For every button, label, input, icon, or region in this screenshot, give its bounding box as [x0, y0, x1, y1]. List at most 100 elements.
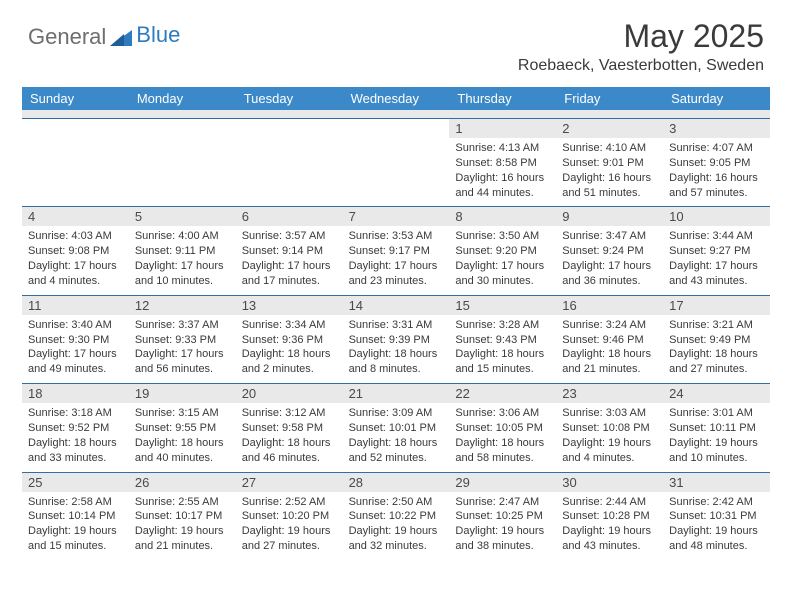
daylight-text: Daylight: 17 hours and 36 minutes. [562, 259, 657, 289]
dow-sat: Saturday [663, 87, 770, 110]
daylight-text: Daylight: 19 hours and 48 minutes. [669, 524, 764, 554]
day-info: Sunrise: 2:52 AMSunset: 10:20 PMDaylight… [242, 495, 337, 554]
day-cell [129, 119, 236, 206]
day-cell [343, 119, 450, 206]
day-number: 23 [556, 384, 663, 403]
sunrise-text: Sunrise: 3:18 AM [28, 406, 123, 421]
day-number: 28 [343, 473, 450, 492]
day-cell: 12Sunrise: 3:37 AMSunset: 9:33 PMDayligh… [129, 296, 236, 383]
daylight-text: Daylight: 18 hours and 27 minutes. [669, 347, 764, 377]
day-info: Sunrise: 2:50 AMSunset: 10:22 PMDaylight… [349, 495, 444, 554]
day-info: Sunrise: 4:13 AMSunset: 8:58 PMDaylight:… [455, 141, 550, 200]
sunrise-text: Sunrise: 3:37 AM [135, 318, 230, 333]
day-cell: 27Sunrise: 2:52 AMSunset: 10:20 PMDaylig… [236, 473, 343, 560]
sunrise-text: Sunrise: 4:03 AM [28, 229, 123, 244]
day-cell: 7Sunrise: 3:53 AMSunset: 9:17 PMDaylight… [343, 207, 450, 294]
day-cell: 29Sunrise: 2:47 AMSunset: 10:25 PMDaylig… [449, 473, 556, 560]
sunrise-text: Sunrise: 4:00 AM [135, 229, 230, 244]
dow-mon: Monday [129, 87, 236, 110]
day-cell: 30Sunrise: 2:44 AMSunset: 10:28 PMDaylig… [556, 473, 663, 560]
day-number: 24 [663, 384, 770, 403]
sunset-text: Sunset: 9:49 PM [669, 333, 764, 348]
day-number: 3 [663, 119, 770, 138]
daylight-text: Daylight: 18 hours and 40 minutes. [135, 436, 230, 466]
daylight-text: Daylight: 18 hours and 15 minutes. [455, 347, 550, 377]
week-row: 25Sunrise: 2:58 AMSunset: 10:14 PMDaylig… [22, 472, 770, 560]
sunrise-text: Sunrise: 3:47 AM [562, 229, 657, 244]
day-of-week-header: Sunday Monday Tuesday Wednesday Thursday… [22, 87, 770, 110]
sunrise-text: Sunrise: 3:50 AM [455, 229, 550, 244]
daylight-text: Daylight: 17 hours and 23 minutes. [349, 259, 444, 289]
sunrise-text: Sunrise: 3:12 AM [242, 406, 337, 421]
day-info: Sunrise: 4:00 AMSunset: 9:11 PMDaylight:… [135, 229, 230, 288]
day-cell: 4 Sunrise: 4:03 AMSunset: 9:08 PMDaylight… [22, 207, 129, 294]
daylight-text: Daylight: 17 hours and 17 minutes. [242, 259, 337, 289]
day-number: 8 [449, 207, 556, 226]
day-cell: 10 Sunrise: 3:44 AMSunset: 9:27 PMDayligh… [663, 207, 770, 294]
day-info: Sunrise: 3:40 AMSunset: 9:30 PMDaylight:… [28, 318, 123, 377]
day-number: 10 [663, 207, 770, 226]
day-info: Sunrise: 4:03 AMSunset: 9:08 PMDaylight:… [28, 229, 123, 288]
day-number: 14 [343, 296, 450, 315]
header: General Blue May 2025 Roebaeck, Vaesterb… [0, 0, 792, 79]
day-cell: 5Sunrise: 4:00 AMSunset: 9:11 PMDaylight… [129, 207, 236, 294]
sunrise-text: Sunrise: 2:58 AM [28, 495, 123, 510]
dow-tue: Tuesday [236, 87, 343, 110]
day-cell: 20Sunrise: 3:12 AMSunset: 9:58 PMDayligh… [236, 384, 343, 471]
day-info: Sunrise: 3:09 AMSunset: 10:01 PMDaylight… [349, 406, 444, 465]
day-cell: 28 Sunrise: 2:50 AMSunset: 10:22 PMDaylig… [343, 473, 450, 560]
day-number: 4 [22, 207, 129, 226]
daylight-text: Daylight: 19 hours and 10 minutes. [669, 436, 764, 466]
daylight-text: Daylight: 18 hours and 2 minutes. [242, 347, 337, 377]
location-subtitle: Roebaeck, Vaesterbotten, Sweden [518, 57, 764, 75]
day-cell: 1Sunrise: 4:13 AMSunset: 8:58 PMDaylight… [449, 119, 556, 206]
day-cell: 11Sunrise: 3:40 AMSunset: 9:30 PMDayligh… [22, 296, 129, 383]
sunset-text: Sunset: 10:11 PM [669, 421, 764, 436]
day-info: Sunrise: 2:47 AMSunset: 10:25 PMDaylight… [455, 495, 550, 554]
day-number: 21 [343, 384, 450, 403]
week-row: 1Sunrise: 4:13 AMSunset: 8:58 PMDaylight… [22, 118, 770, 206]
sunrise-text: Sunrise: 3:21 AM [669, 318, 764, 333]
daylight-text: Daylight: 18 hours and 52 minutes. [349, 436, 444, 466]
day-info: Sunrise: 4:10 AMSunset: 9:01 PMDaylight:… [562, 141, 657, 200]
day-info: Sunrise: 3:34 AMSunset: 9:36 PMDaylight:… [242, 318, 337, 377]
sunset-text: Sunset: 10:14 PM [28, 509, 123, 524]
dow-thu: Thursday [449, 87, 556, 110]
day-number: 22 [449, 384, 556, 403]
sunrise-text: Sunrise: 3:57 AM [242, 229, 337, 244]
day-cell: 9Sunrise: 3:47 AMSunset: 9:24 PMDaylight… [556, 207, 663, 294]
daylight-text: Daylight: 19 hours and 15 minutes. [28, 524, 123, 554]
day-cell: 26Sunrise: 2:55 AMSunset: 10:17 PMDaylig… [129, 473, 236, 560]
weeks-container: 1Sunrise: 4:13 AMSunset: 8:58 PMDaylight… [22, 118, 770, 560]
day-info: Sunrise: 3:01 AMSunset: 10:11 PMDaylight… [669, 406, 764, 465]
day-cell: 19Sunrise: 3:15 AMSunset: 9:55 PMDayligh… [129, 384, 236, 471]
sunrise-text: Sunrise: 2:47 AM [455, 495, 550, 510]
sunrise-text: Sunrise: 2:52 AM [242, 495, 337, 510]
sunrise-text: Sunrise: 3:06 AM [455, 406, 550, 421]
sunset-text: Sunset: 9:43 PM [455, 333, 550, 348]
day-info: Sunrise: 4:07 AMSunset: 9:05 PMDaylight:… [669, 141, 764, 200]
sunrise-text: Sunrise: 3:31 AM [349, 318, 444, 333]
sunrise-text: Sunrise: 2:50 AM [349, 495, 444, 510]
sunset-text: Sunset: 10:08 PM [562, 421, 657, 436]
day-info: Sunrise: 2:44 AMSunset: 10:28 PMDaylight… [562, 495, 657, 554]
day-number: 13 [236, 296, 343, 315]
day-info: Sunrise: 3:06 AMSunset: 10:05 PMDaylight… [455, 406, 550, 465]
daylight-text: Daylight: 19 hours and 32 minutes. [349, 524, 444, 554]
day-cell: 6Sunrise: 3:57 AMSunset: 9:14 PMDaylight… [236, 207, 343, 294]
daylight-text: Daylight: 18 hours and 46 minutes. [242, 436, 337, 466]
daylight-text: Daylight: 18 hours and 58 minutes. [455, 436, 550, 466]
sunset-text: Sunset: 9:08 PM [28, 244, 123, 259]
daylight-text: Daylight: 19 hours and 27 minutes. [242, 524, 337, 554]
sunrise-text: Sunrise: 3:24 AM [562, 318, 657, 333]
day-cell: 17Sunrise: 3:21 AMSunset: 9:49 PMDayligh… [663, 296, 770, 383]
day-info: Sunrise: 2:55 AMSunset: 10:17 PMDaylight… [135, 495, 230, 554]
day-cell: 14Sunrise: 3:31 AMSunset: 9:39 PMDayligh… [343, 296, 450, 383]
sunset-text: Sunset: 9:58 PM [242, 421, 337, 436]
sunset-text: Sunset: 9:33 PM [135, 333, 230, 348]
day-info: Sunrise: 3:44 AMSunset: 9:27 PMDaylight:… [669, 229, 764, 288]
day-cell: 18Sunrise: 3:18 AMSunset: 9:52 PMDayligh… [22, 384, 129, 471]
day-info: Sunrise: 3:12 AMSunset: 9:58 PMDaylight:… [242, 406, 337, 465]
brand-word2: Blue [136, 22, 180, 48]
day-number: 16 [556, 296, 663, 315]
